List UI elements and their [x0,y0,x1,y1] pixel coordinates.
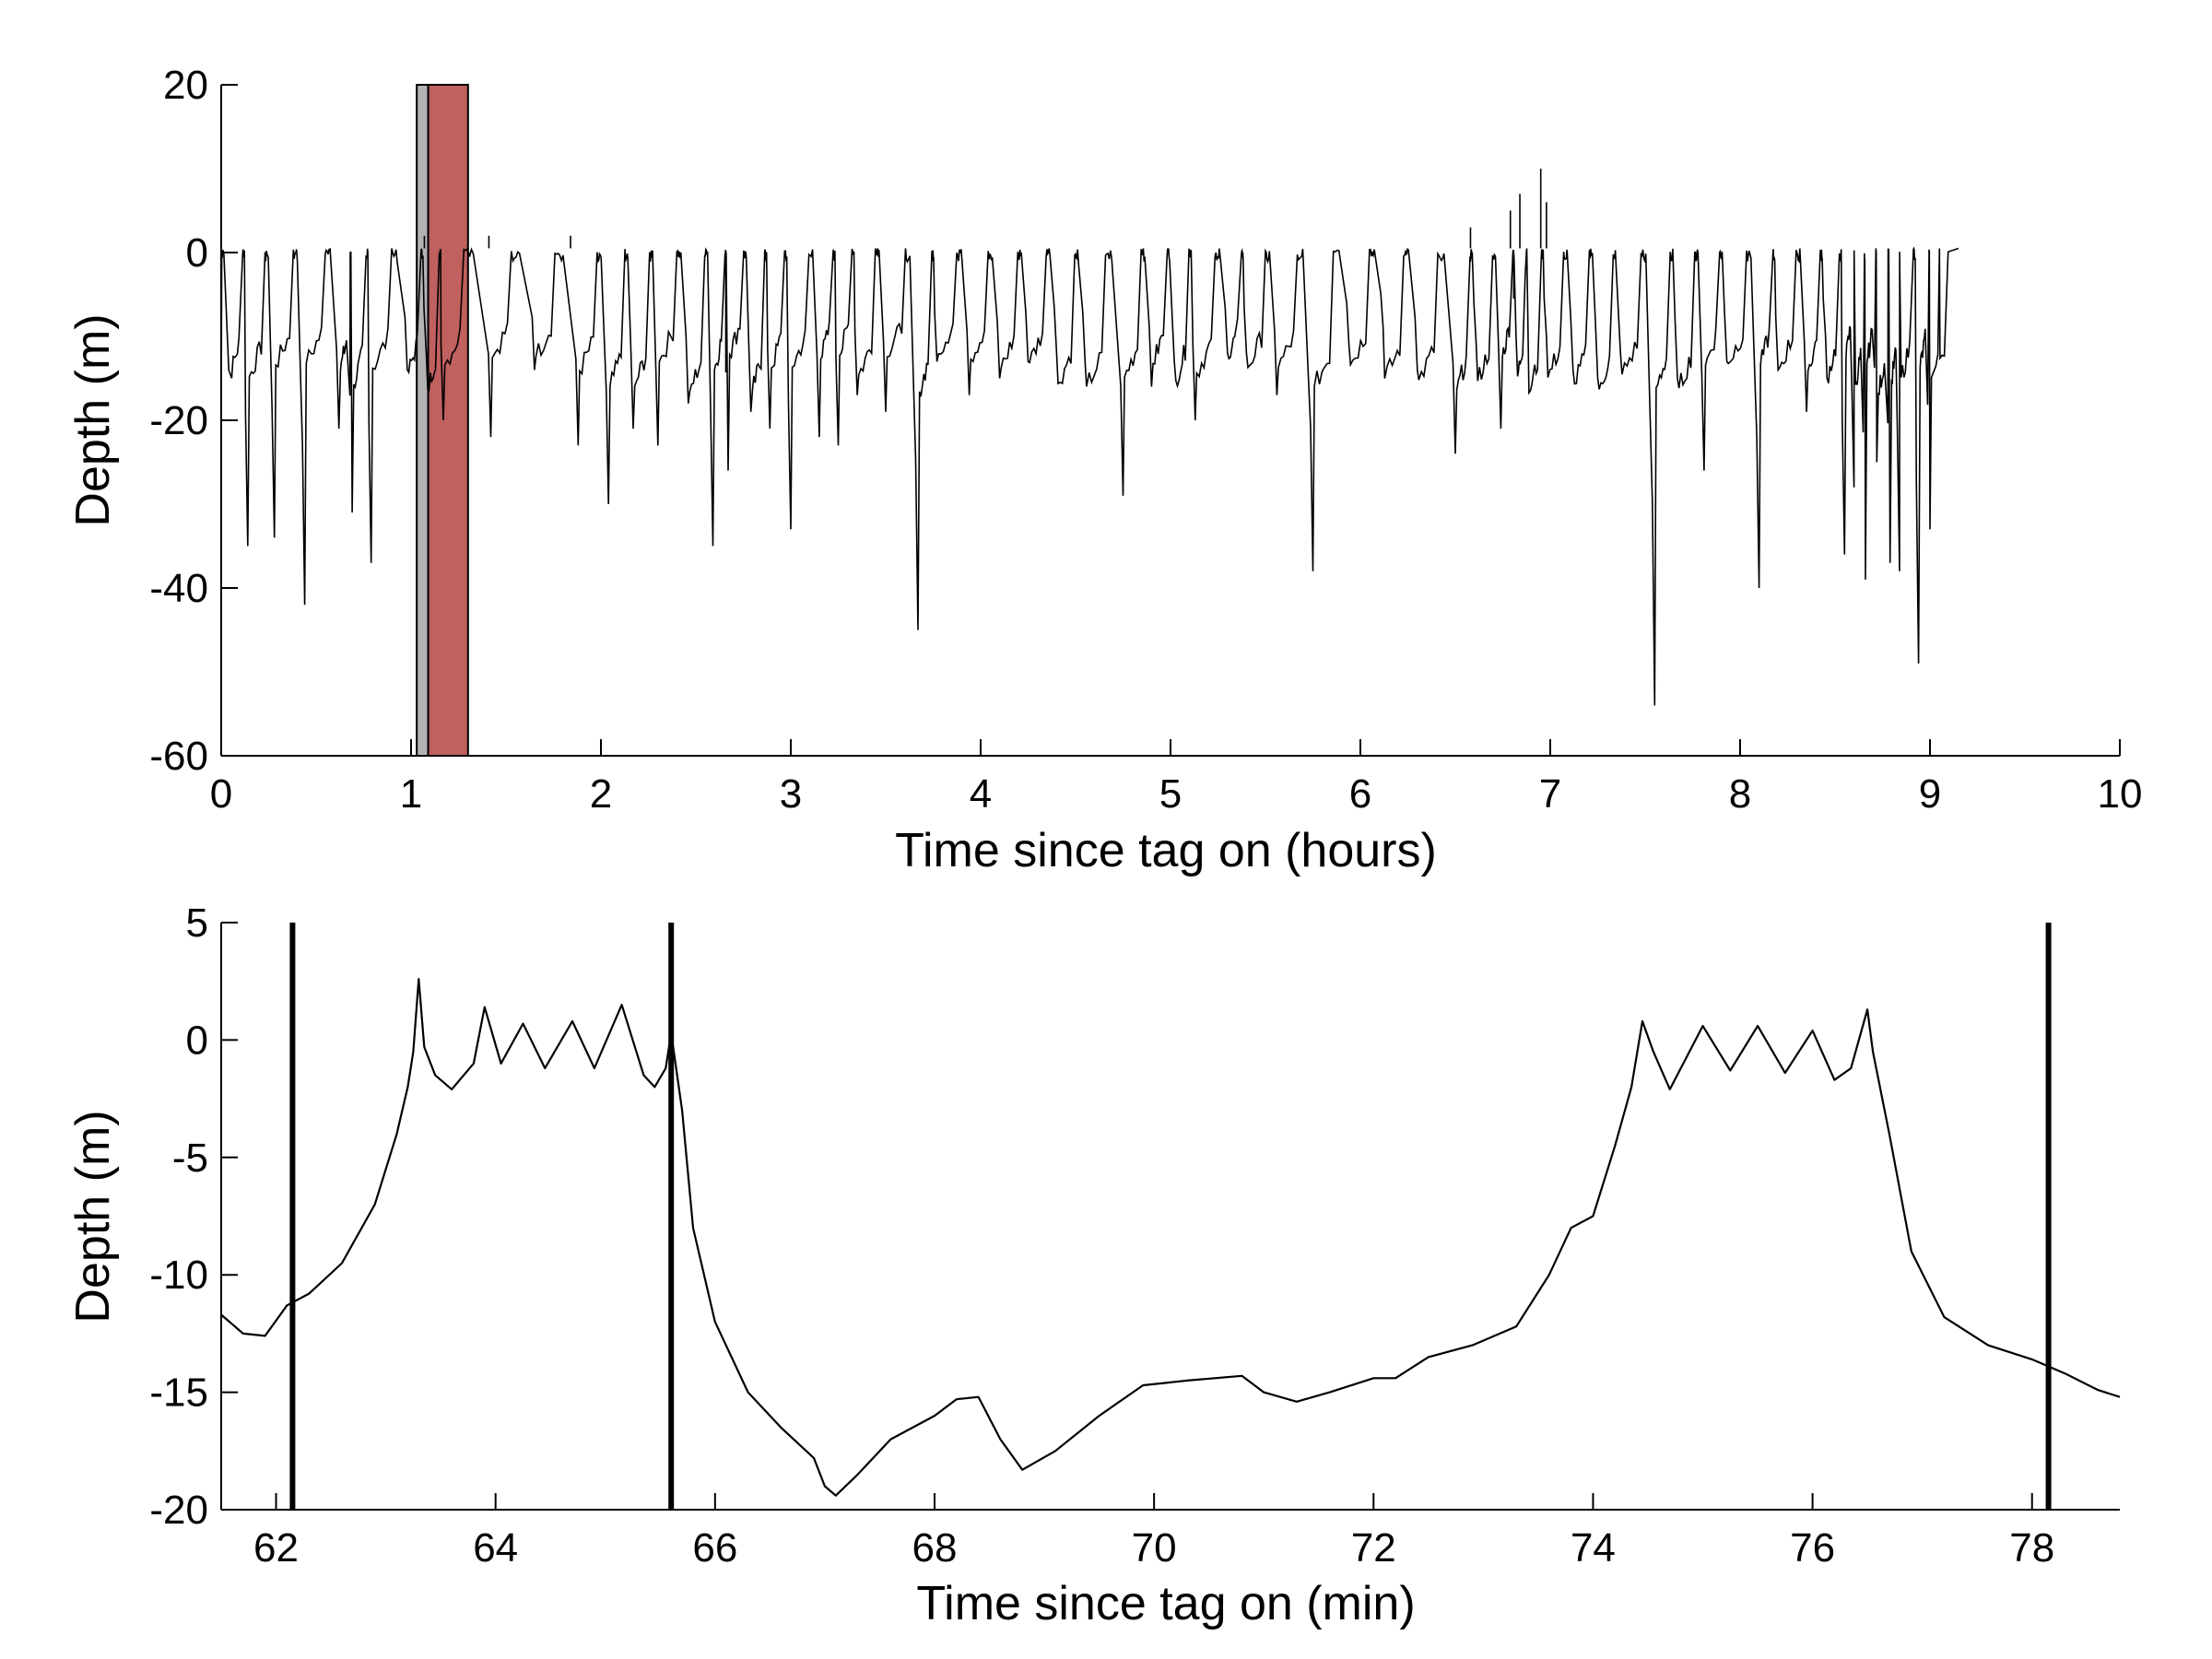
bottom-y-tick-label: -20 [149,1488,208,1533]
bottom-x-axis-label: Time since tag on (min) [916,1577,1415,1630]
bottom-x-tick-label: 66 [692,1525,737,1571]
top-axes [220,85,2120,757]
bottom-axes [220,923,2120,1511]
bottom-depth-trace [220,978,2121,1497]
bottom-x-tick-label: 74 [1571,1525,1616,1571]
highlight-band [427,84,469,757]
bottom-x-tick-label: 64 [473,1525,518,1571]
top-y-ticks: -60 -40 -20 0 20 [149,63,238,779]
bottom-y-tick-label: -15 [149,1371,208,1416]
top-x-tick-label: 7 [1539,771,1561,817]
top-x-tick-label: 5 [1159,771,1182,817]
depth-line [220,978,2121,1497]
bottom-y-ticks: -20 -15 -10 -5 0 5 [149,900,238,1533]
top-x-tick-label: 9 [1919,771,1941,817]
top-x-ticks: 0 1 2 3 4 5 6 7 8 9 10 [210,739,2143,817]
bottom-chart-panel: 62 64 66 68 70 72 74 76 78 -20 -15 -10 -5 0 5 Time si… [66,900,2121,1630]
top-x-axis-label: Time since tag on (hours) [895,824,1437,877]
bottom-x-tick-label: 72 [1351,1525,1396,1571]
top-x-tick-label: 3 [780,771,802,817]
top-y-tick-label: -60 [149,734,208,779]
dive-boundary-markers [289,923,2052,1510]
top-x-tick-label: 6 [1349,771,1371,817]
top-depth-trace [220,169,1959,706]
highlight-bands [416,84,469,757]
bottom-x-tick-label: 62 [253,1525,299,1571]
highlight-band [416,84,429,757]
top-y-axis-label: Depth (m) [66,313,120,526]
top-x-tick-label: 4 [970,771,992,817]
top-y-tick-label: -40 [149,566,208,611]
bottom-x-tick-label: 78 [2009,1525,2054,1571]
bottom-y-axis-label: Depth (m) [66,1110,120,1323]
depth-line [220,246,1959,706]
top-y-tick-label: 0 [186,230,208,276]
bottom-x-tick-label: 76 [1790,1525,1835,1571]
bottom-y-tick-label: 5 [186,900,208,946]
bottom-y-tick-label: -10 [149,1253,208,1298]
top-x-tick-label: 8 [1729,771,1751,817]
top-y-tick-label: -20 [149,398,208,443]
top-y-tick-label: 20 [163,63,208,108]
bottom-y-tick-label: -5 [172,1135,208,1181]
top-x-tick-label: 10 [2098,771,2143,817]
bottom-x-ticks: 62 64 66 68 70 72 74 76 78 [253,1493,2054,1571]
top-x-tick-label: 0 [210,771,232,817]
top-x-tick-label: 2 [590,771,612,817]
top-x-tick-label: 1 [400,771,422,817]
bottom-y-tick-label: 0 [186,1018,208,1063]
bottom-x-tick-label: 68 [912,1525,958,1571]
top-chart-panel: 0 1 2 3 4 5 6 7 8 9 10 -60 -40 -20 0 20 Time since tag… [66,63,2142,877]
bottom-x-tick-label: 70 [1132,1525,1177,1571]
